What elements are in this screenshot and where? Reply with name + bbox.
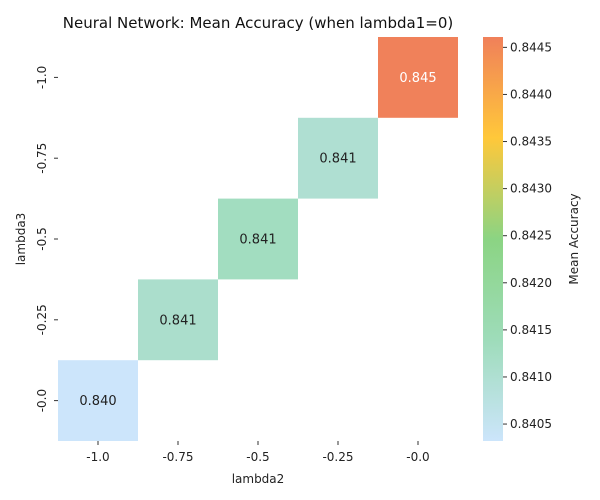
cell-value-label: 0.841 bbox=[319, 152, 356, 167]
cell-value-label: 0.840 bbox=[79, 394, 116, 409]
heatmap-cell bbox=[58, 360, 138, 441]
x-tick-label: -1.0 bbox=[86, 450, 109, 464]
heatmap-cell bbox=[218, 198, 298, 280]
colorbar-tick-label: 0.8405 bbox=[510, 417, 552, 431]
colorbar-label: Mean Accuracy bbox=[567, 193, 581, 284]
cell-value-label: 0.845 bbox=[399, 71, 436, 86]
colorbar-tick-label: 0.8435 bbox=[510, 135, 552, 149]
x-tick-label: -0.75 bbox=[162, 450, 193, 464]
colorbar bbox=[483, 37, 503, 441]
y-tick-label: -0.5 bbox=[35, 227, 49, 250]
heatmap-cell bbox=[138, 279, 218, 361]
heatmap-cell bbox=[298, 117, 378, 199]
y-axis-label: lambda3 bbox=[14, 213, 28, 266]
colorbar-tick-label: 0.8425 bbox=[510, 229, 552, 243]
x-axis-label: lambda2 bbox=[232, 472, 285, 486]
chart-title: Neural Network: Mean Accuracy (when lamb… bbox=[63, 14, 453, 32]
colorbar-tick-label: 0.8410 bbox=[510, 370, 552, 384]
y-tick-label: -1.0 bbox=[35, 66, 49, 89]
y-tick-label: -0.0 bbox=[35, 389, 49, 412]
cell-value-label: 0.841 bbox=[239, 233, 276, 248]
x-tick-label: -0.5 bbox=[246, 450, 269, 464]
colorbar-tick-label: 0.8440 bbox=[510, 87, 552, 101]
cell-value-label: 0.841 bbox=[159, 313, 196, 328]
heatmap-cell bbox=[378, 37, 458, 118]
colorbar-tick-label: 0.8430 bbox=[510, 182, 552, 196]
y-tick-label: -0.25 bbox=[35, 304, 49, 335]
colorbar-tick-label: 0.8415 bbox=[510, 323, 552, 337]
x-tick-label: -0.25 bbox=[322, 450, 353, 464]
colorbar-tick-label: 0.8420 bbox=[510, 276, 552, 290]
colorbar-tick-label: 0.8445 bbox=[510, 40, 552, 54]
x-tick-label: -0.0 bbox=[406, 450, 429, 464]
y-tick-label: -0.75 bbox=[35, 143, 49, 174]
